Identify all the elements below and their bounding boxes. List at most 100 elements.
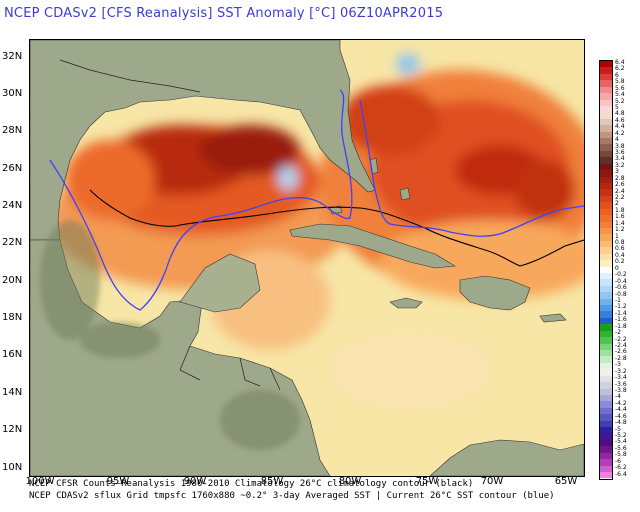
colorbar-tick-label: -0.4 <box>615 277 627 285</box>
political-borders <box>59 59 281 391</box>
colorbar-swatch <box>600 247 612 254</box>
lat-label: 22N <box>2 237 23 248</box>
colorbar-swatch <box>600 208 612 216</box>
colorbar-tick-label: 2.2 <box>615 194 625 202</box>
colorbar-tick-label: 2.6 <box>615 181 625 189</box>
colorbar-tick-label: -1.8 <box>615 322 627 330</box>
colorbar-tick-label: 3 <box>615 168 619 176</box>
colorbar-tick-label: -6.2 <box>615 464 627 472</box>
colorbar-swatch <box>600 183 612 190</box>
colorbar-swatch <box>600 459 612 466</box>
colorbar-tick-label: 0.6 <box>615 245 625 253</box>
colorbar-tick-label: -2.4 <box>615 341 627 349</box>
colorbar-swatch <box>600 93 612 100</box>
colorbar-swatch <box>600 138 612 145</box>
colorbar-tick-label: 5 <box>615 104 619 111</box>
lon-label: 75W <box>415 476 439 487</box>
colorbar-tick-label: -5.4 <box>615 438 627 446</box>
colorbar-swatch <box>600 118 612 126</box>
colorbar-tick-label: -2.2 <box>615 335 627 343</box>
colorbar-swatch <box>600 112 612 119</box>
lat-label: 24N <box>2 200 23 211</box>
lat-label: 12N <box>2 424 23 435</box>
colorbar-tick-label: -3 <box>615 361 621 369</box>
colorbar-tick-label: -2 <box>615 329 621 337</box>
colorbar-swatch <box>600 433 612 440</box>
colorbar-tick-label: -3.8 <box>615 386 627 394</box>
colorbar-tick-label: 5.2 <box>615 97 625 105</box>
colorbar-swatch <box>600 407 612 415</box>
colorbar-tick-label: 5.8 <box>615 78 625 86</box>
colorbar-tick-label: -1 <box>615 296 621 304</box>
colorbar-swatch <box>600 285 612 293</box>
colorbar-tick-label: 2 <box>615 200 619 208</box>
colorbar-swatch <box>600 420 612 428</box>
colorbar-tick-label: -5.2 <box>615 431 627 439</box>
colorbar-swatch <box>600 195 612 203</box>
colorbar-tick-label: -3.4 <box>615 374 627 382</box>
colorbar-swatch <box>600 67 612 74</box>
colorbar-tick-label: 3.8 <box>615 142 625 150</box>
colorbar-swatch <box>600 382 612 389</box>
colorbar-tick-label: -4.4 <box>615 406 627 414</box>
colorbar-swatch <box>600 80 612 87</box>
colorbar-swatch <box>600 369 612 376</box>
colorbar-swatch <box>600 452 612 460</box>
colorbar-swatch <box>600 356 612 363</box>
credit-line-1: NCEP CFSR Counts—Reanalysis 1980-2010 Cl… <box>29 479 474 489</box>
colorbar-tick-label: -3.6 <box>615 380 627 388</box>
colorbar-swatch <box>600 266 612 273</box>
colorbar-tick-label: -2.8 <box>615 354 627 362</box>
lat-label: 26N <box>2 163 23 174</box>
colorbar-tick-label: 6.2 <box>615 65 625 73</box>
colorbar-swatch <box>600 343 612 350</box>
colorbar <box>599 60 613 480</box>
colorbar-tick-label: 4.8 <box>615 110 625 118</box>
lat-label: 16N <box>2 349 23 360</box>
lon-label: 100W <box>25 476 55 487</box>
colorbar-tick-label: 4.6 <box>615 116 625 124</box>
colorbar-tick-label: -3.2 <box>615 367 627 375</box>
colorbar-swatch <box>600 375 612 383</box>
colorbar-swatch <box>600 472 612 479</box>
colorbar-tick-label: -4 <box>615 393 621 401</box>
colorbar-tick-label: -2.6 <box>615 348 627 356</box>
map-canvas <box>30 40 584 476</box>
colorbar-tick-label: -1.2 <box>615 303 627 311</box>
colorbar-swatch <box>600 234 612 241</box>
colorbar-tick-label: -4.6 <box>615 412 627 420</box>
lat-label: 20N <box>2 275 23 286</box>
colorbar-swatch <box>600 170 612 177</box>
colorbar-swatch <box>600 176 612 184</box>
lat-label: 18N <box>2 312 23 323</box>
colorbar-swatch <box>600 427 612 434</box>
colorbar-swatch <box>600 388 612 395</box>
terrain-shading <box>40 220 300 450</box>
colorbar-tick-label: -5.8 <box>615 451 627 459</box>
colorbar-swatch <box>600 73 612 81</box>
climatology-26c-contour <box>179 206 584 267</box>
colorbar-swatch <box>600 202 612 209</box>
colorbar-swatch <box>600 446 612 453</box>
colorbar-tick-label: 3.2 <box>615 161 625 169</box>
lat-label: 32N <box>2 51 23 62</box>
lon-label: 90W <box>183 476 207 487</box>
lon-label: 85W <box>260 476 284 487</box>
colorbar-swatch <box>600 105 612 113</box>
colorbar-swatch <box>600 227 612 235</box>
climatology-26c-contour-west <box>89 189 181 227</box>
colorbar-swatch <box>600 394 612 402</box>
lon-label: 95W <box>106 476 130 487</box>
lon-label: 70W <box>480 476 504 487</box>
colorbar-tick-label: -0.6 <box>615 284 627 292</box>
colorbar-swatch <box>600 253 612 261</box>
colorbar-swatch <box>600 221 612 228</box>
colorbar-tick-label: 1.6 <box>615 213 625 221</box>
colorbar-tick-label: 0.8 <box>615 239 625 247</box>
colorbar-swatch <box>600 279 612 286</box>
colorbar-tick-label: -1.6 <box>615 316 627 324</box>
current-26c-contour <box>49 89 584 311</box>
colorbar-tick-label: 1 <box>615 232 619 240</box>
lon-label: 65W <box>554 476 578 487</box>
colorbar-swatch <box>600 298 612 306</box>
